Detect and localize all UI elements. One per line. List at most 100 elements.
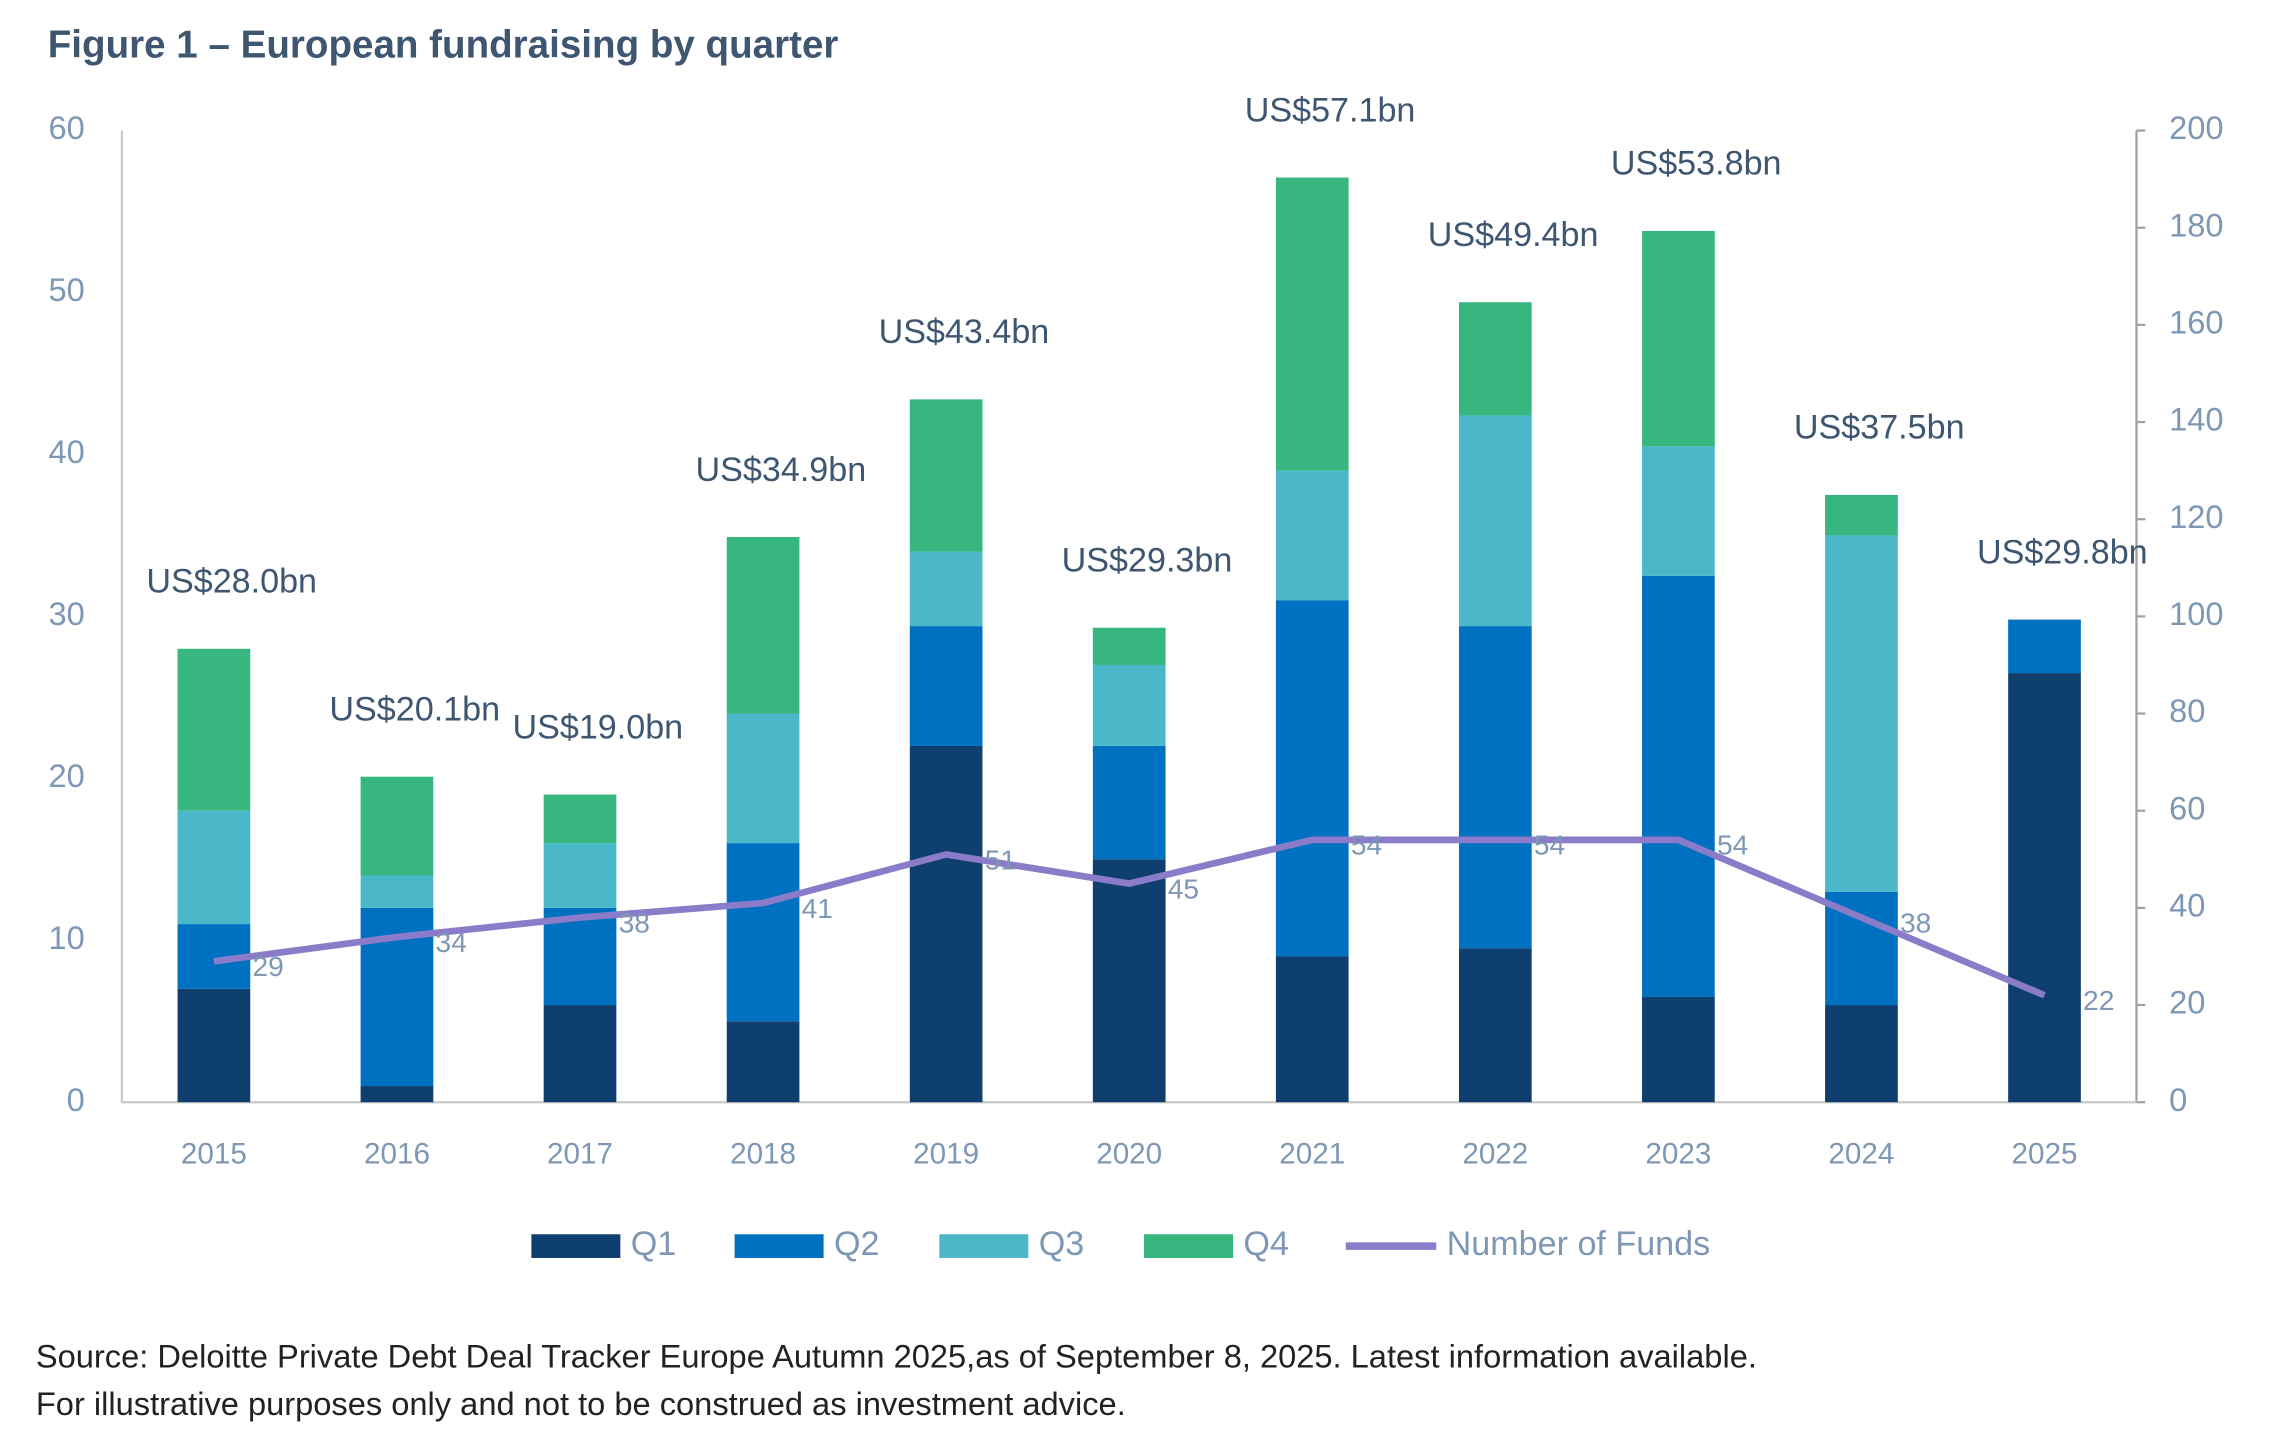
legend-label: Q2 (834, 1225, 880, 1263)
y-tick-label: 30 (49, 595, 85, 632)
bar-segment (2008, 673, 2081, 1103)
total-label: US$20.1bn (329, 690, 500, 728)
bar-segment (1092, 664, 1166, 746)
bar-segment (1642, 996, 1715, 1103)
bar-segment (1275, 600, 1349, 957)
total-label: US$28.0bn (146, 563, 317, 601)
total-label: US$29.8bn (1977, 533, 2148, 571)
total-label: US$49.4bn (1428, 216, 1599, 254)
y2-tick-label: 60 (2169, 789, 2205, 826)
bar-segment (1092, 745, 1166, 860)
x-tick-label: 2015 (181, 1137, 247, 1170)
bar-segment (1642, 446, 1715, 576)
legend-swatch (1144, 1234, 1234, 1258)
bar-segment (543, 1005, 617, 1103)
line-value-label: 22 (2083, 984, 2114, 1016)
source-note: Source: Deloitte Private Debt Deal Track… (36, 1337, 1757, 1374)
source-note: For illustrative purposes only and not t… (36, 1385, 1126, 1422)
bar-segment (1458, 948, 1532, 1103)
y2-tick-label: 20 (2169, 984, 2205, 1021)
legend-swatch (734, 1234, 824, 1258)
bar-segment (1458, 626, 1532, 949)
line-value-label: 54 (1534, 829, 1565, 861)
funds-line (213, 836, 2046, 999)
bar-segment (726, 537, 800, 714)
legend-label: Q4 (1243, 1225, 1289, 1263)
y-tick-label: 10 (49, 919, 85, 956)
bar-segment (1458, 302, 1532, 416)
bar-segment (909, 551, 983, 627)
total-label: US$43.4bn (879, 313, 1050, 351)
bar-segment (726, 843, 800, 1022)
total-label: US$29.3bn (1062, 541, 1233, 579)
bar-segment (177, 648, 251, 811)
bar-segment (177, 988, 251, 1103)
bar-segment (909, 626, 983, 746)
line-value-label: 38 (1900, 906, 1931, 938)
bar-segment (360, 776, 434, 876)
total-label: US$34.9bn (696, 451, 867, 489)
bar-segment (1275, 177, 1349, 471)
x-tick-label: 2025 (2012, 1137, 2078, 1170)
bar-segment (1825, 535, 1898, 892)
bar-segment (543, 907, 617, 1006)
bar-segment (1642, 575, 1715, 997)
total-label: US$53.8bn (1611, 145, 1782, 183)
y2-tick-label: 0 (2169, 1081, 2187, 1118)
chart-title: Figure 1 – European fundraising by quart… (48, 24, 839, 67)
line-value-label: 51 (985, 843, 1016, 875)
y2-tick-label: 160 (2169, 304, 2223, 341)
line-value-label: 34 (436, 926, 467, 958)
y2-tick-label: 100 (2169, 595, 2223, 632)
y-tick-label: 50 (49, 271, 85, 308)
bar-segment (726, 713, 800, 844)
bar-segment (726, 1021, 800, 1103)
line-value-label: 45 (1168, 872, 1199, 904)
total-label: US$37.5bn (1794, 409, 1965, 447)
bar-segment (360, 875, 434, 908)
y2-tick-label: 120 (2169, 498, 2223, 535)
y2-tick-label: 200 (2169, 109, 2223, 146)
total-label: US$57.1bn (1245, 91, 1416, 129)
x-tick-label: 2022 (1462, 1137, 1528, 1170)
x-tick-label: 2019 (913, 1137, 979, 1170)
x-tick-label: 2017 (547, 1137, 613, 1170)
legend-label: Q1 (631, 1225, 677, 1263)
x-tick-label: 2016 (364, 1137, 430, 1170)
bar-segment (2008, 619, 2081, 674)
y2-tick-label: 140 (2169, 401, 2223, 438)
legend-label: Number of Funds (1447, 1225, 1711, 1263)
bar-segment (909, 399, 983, 552)
bar-segment (1275, 956, 1349, 1103)
bar-segment (1092, 859, 1166, 1103)
y-tick-label: 0 (67, 1081, 85, 1118)
y-tick-label: 60 (49, 109, 85, 146)
x-tick-label: 2021 (1279, 1137, 1345, 1170)
x-tick-label: 2023 (1645, 1137, 1711, 1170)
line-value-label: 38 (619, 906, 650, 938)
x-tick-label: 2024 (1828, 1137, 1894, 1170)
y2-tick-label: 80 (2169, 692, 2205, 729)
line-value-label: 29 (252, 950, 283, 982)
line-value-label: 54 (1717, 829, 1748, 861)
x-tick-label: 2020 (1096, 1137, 1162, 1170)
bar-segment (177, 810, 251, 925)
bar-segment (543, 843, 617, 908)
line-value-label: 41 (802, 892, 833, 924)
x-tick-label: 2018 (730, 1137, 796, 1170)
bar-segment (1825, 1005, 1898, 1103)
legend-label: Q3 (1039, 1225, 1085, 1263)
bar-segment (360, 1086, 434, 1103)
legend-swatch (531, 1234, 621, 1258)
legend-swatch (939, 1234, 1029, 1258)
y-tick-label: 40 (49, 433, 85, 470)
line-value-label: 54 (1351, 829, 1382, 861)
bar-segment (1825, 494, 1898, 536)
bar-segment (909, 745, 983, 1103)
bar-segment (1092, 627, 1166, 665)
bar-segment (543, 794, 617, 844)
bar-segment (1275, 470, 1349, 601)
bar-segment (1642, 230, 1715, 447)
